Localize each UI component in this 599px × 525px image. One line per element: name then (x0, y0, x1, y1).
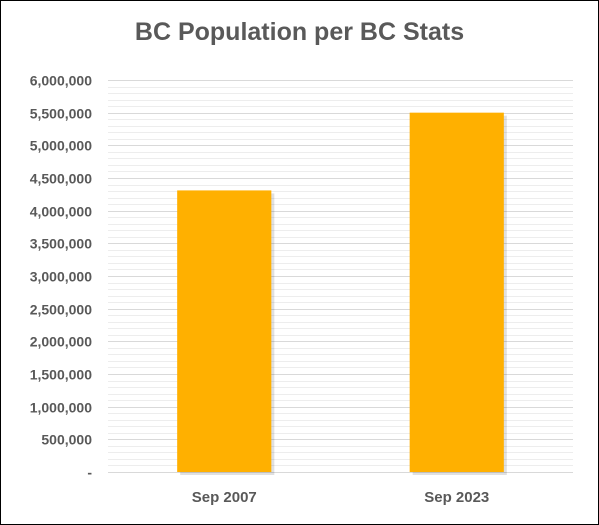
y-axis-tick-labels: - 500,000 1,000,000 1,500,000 2,000,000 2,500… (30, 73, 93, 481)
chart-title: BC Population per BC Stats (134, 18, 465, 46)
y-tick-label: - (87, 465, 92, 481)
bars (177, 112, 507, 476)
x-category-label: Sep 2023 (424, 489, 489, 506)
y-tick-label: 500,000 (41, 432, 92, 448)
y-tick-label: 4,000,000 (30, 204, 92, 220)
y-tick-label: 3,500,000 (30, 236, 92, 252)
y-tick-label: 3,000,000 (30, 269, 92, 285)
y-tick-label: 2,500,000 (30, 302, 92, 318)
x-category-label: Sep 2007 (192, 489, 257, 506)
y-tick-label: 4,500,000 (30, 171, 92, 187)
y-tick-label: 2,000,000 (30, 334, 92, 350)
x-axis-category-labels: Sep 2007 Sep 2023 (192, 489, 490, 506)
bar (177, 190, 272, 472)
y-tick-label: 5,000,000 (30, 138, 92, 154)
y-tick-label: 6,000,000 (30, 73, 92, 89)
y-tick-label: 1,500,000 (30, 367, 92, 383)
bar (409, 112, 504, 473)
y-tick-label: 5,500,000 (30, 106, 92, 122)
y-tick-label: 1,000,000 (30, 400, 92, 416)
